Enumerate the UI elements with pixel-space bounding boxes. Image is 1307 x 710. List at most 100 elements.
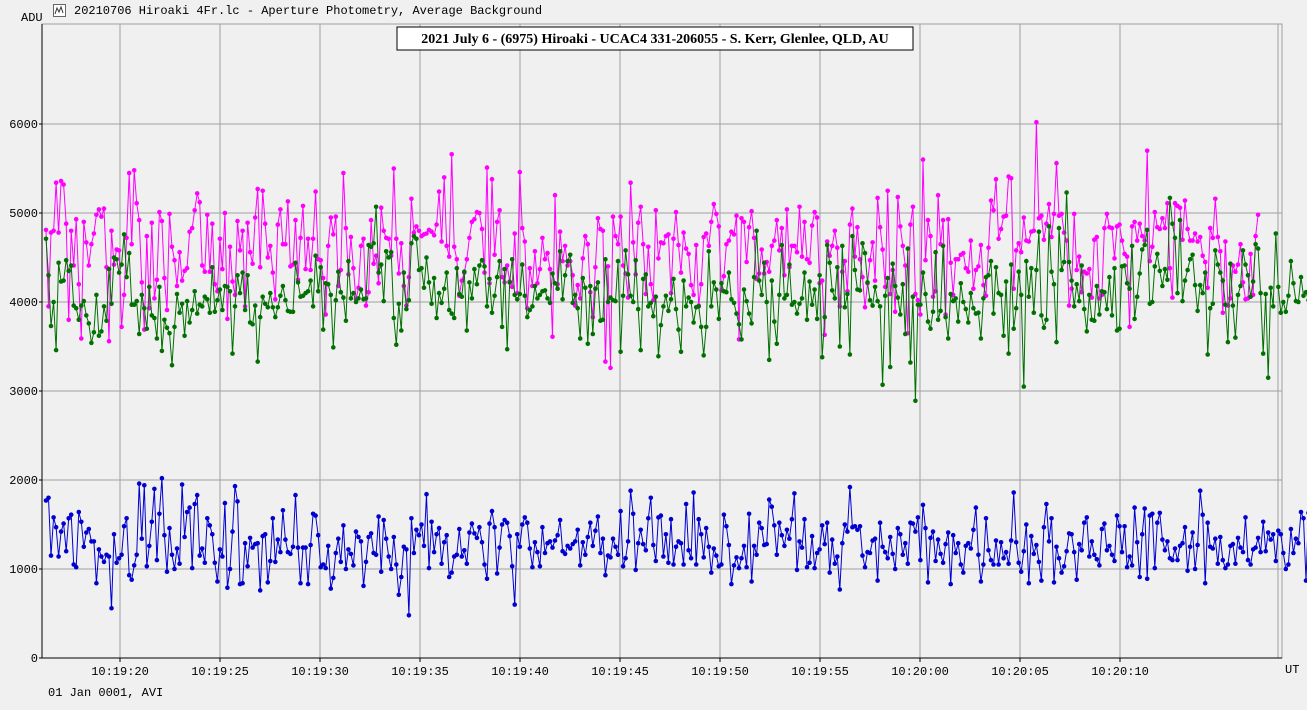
data-point: [1162, 548, 1168, 553]
data-point: [290, 309, 296, 315]
data-point: [1051, 211, 1057, 217]
data-point: [444, 243, 450, 249]
data-point: [903, 263, 908, 268]
data-point: [401, 283, 407, 289]
y-tick-label: 6000: [9, 118, 38, 132]
data-point: [827, 570, 832, 575]
data-point: [472, 216, 477, 222]
data-point: [986, 273, 991, 278]
data-point: [1013, 540, 1019, 545]
data-point: [940, 560, 946, 566]
data-point: [766, 269, 772, 275]
data-point: [268, 558, 273, 564]
data-point: [628, 293, 633, 299]
data-point: [666, 308, 671, 314]
data-point: [638, 527, 643, 533]
data-point: [1127, 286, 1132, 292]
data-point: [880, 382, 885, 388]
data-point: [494, 274, 500, 280]
data-point: [446, 254, 452, 259]
data-point: [1278, 532, 1284, 537]
data-point: [1039, 578, 1044, 583]
data-point: [333, 550, 339, 556]
data-point: [164, 307, 170, 313]
data-point: [499, 522, 505, 527]
data-point: [661, 241, 666, 246]
data-point: [1076, 298, 1082, 304]
data-point: [144, 233, 150, 239]
data-point: [109, 228, 114, 234]
data-point: [976, 552, 981, 558]
footer-date: 01 Jan 0001, AVI: [48, 686, 164, 700]
data-point: [1134, 540, 1140, 545]
data-point: [363, 296, 369, 301]
data-point: [688, 556, 694, 561]
data-point: [726, 542, 732, 548]
data-point: [232, 304, 238, 309]
data-point: [638, 204, 643, 210]
data-point: [220, 307, 225, 313]
data-point: [824, 242, 830, 248]
data-point: [169, 244, 175, 250]
data-point: [890, 551, 895, 557]
data-point: [94, 580, 99, 586]
data-point: [550, 271, 555, 276]
data-point: [1129, 563, 1135, 568]
data-point: [303, 266, 308, 272]
data-point: [751, 235, 757, 241]
data-point: [618, 214, 623, 219]
data-point: [706, 243, 712, 249]
data-point: [210, 221, 215, 226]
data-point: [514, 297, 520, 302]
data-point: [887, 534, 893, 540]
data-point: [686, 251, 691, 257]
data-point: [872, 278, 878, 283]
lightcurve-app-icon[interactable]: [53, 4, 66, 17]
data-point: [1144, 148, 1150, 153]
data-point: [772, 523, 777, 528]
data-point: [550, 334, 555, 340]
data-point: [971, 527, 976, 533]
data-point: [1205, 352, 1210, 357]
data-point: [320, 327, 326, 332]
data-point: [512, 231, 517, 236]
x-tick-label: 10:19:55: [791, 665, 849, 679]
data-point: [142, 483, 147, 488]
data-point: [976, 310, 981, 316]
data-point: [215, 579, 220, 584]
data-point: [872, 284, 878, 290]
data-point: [177, 561, 182, 566]
data-point: [51, 228, 56, 234]
data-point: [86, 321, 92, 326]
data-point: [431, 549, 437, 555]
data-point: [794, 311, 800, 316]
data-point: [908, 360, 913, 365]
data-point: [1195, 308, 1200, 314]
data-point: [870, 303, 875, 308]
data-point: [469, 521, 475, 526]
data-point: [298, 235, 303, 241]
data-point: [583, 233, 588, 239]
data-point: [449, 311, 455, 316]
data-point: [106, 338, 112, 344]
data-point: [131, 168, 137, 173]
data-point: [668, 297, 674, 302]
data-point: [84, 530, 89, 535]
data-point: [1190, 252, 1195, 258]
data-point: [802, 270, 807, 275]
data-point: [411, 230, 417, 235]
data-point: [53, 180, 59, 185]
data-point: [807, 260, 812, 266]
data-point: [1238, 545, 1243, 550]
data-point: [668, 516, 674, 522]
data-point: [709, 219, 714, 225]
data-point: [782, 543, 787, 549]
data-point: [499, 324, 505, 330]
data-point: [1218, 249, 1223, 254]
data-point: [1213, 196, 1218, 202]
data-point: [880, 247, 885, 252]
data-point: [1260, 519, 1266, 525]
data-point: [804, 564, 810, 570]
data-point: [1152, 264, 1158, 269]
data-point: [572, 539, 578, 544]
